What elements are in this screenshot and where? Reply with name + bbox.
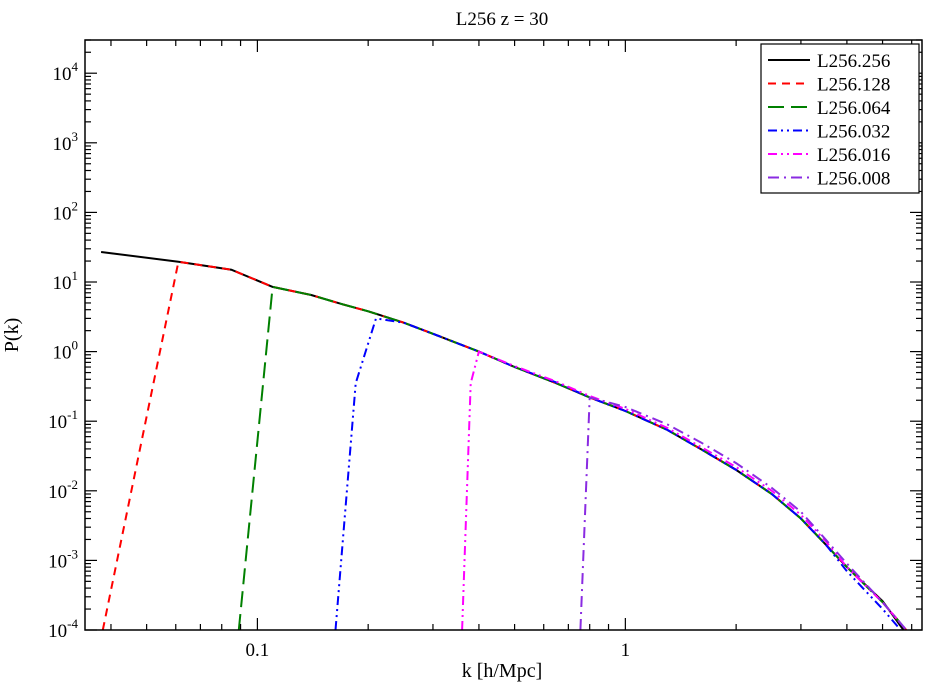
y-tick-label: 10-4 [48,616,78,642]
y-tick-label: 100 [53,338,79,364]
legend-label: L256.008 [817,169,890,190]
legend-label: L256.256 [817,51,890,72]
plot-lines [100,251,908,631]
y-tick-label: 104 [53,59,79,85]
plot-frame [84,39,923,631]
series-line-l256-008 [579,396,908,631]
x-axis-ticks: 0.1 1 [110,40,913,661]
legend-label: L256.128 [817,75,890,96]
series-line-l256-032 [334,317,902,631]
legend-label: L256.032 [817,122,890,143]
y-tick-label: 10-2 [48,477,78,503]
y-tick-label: 10-1 [48,407,78,433]
y-axis-label: P(k) [1,318,23,352]
x-axis-label: k [h/Mpc] [462,660,543,682]
series-line-l256-016 [461,350,908,631]
y-tick-label: 101 [53,268,79,294]
x-tick-label: 0.1 [246,640,270,661]
legend-label: L256.016 [817,145,890,166]
legend-label: L256.064 [817,98,891,119]
series-line-l256-256 [100,251,905,631]
x-tick-label: 1 [621,640,631,661]
series-line-l256-128 [101,260,908,631]
y-tick-label: 102 [53,198,79,224]
y-tick-label: 10-3 [48,546,78,572]
chart-title: L256 z = 30 [456,9,549,30]
legend-box [760,43,920,194]
y-tick-label: 103 [53,129,79,155]
